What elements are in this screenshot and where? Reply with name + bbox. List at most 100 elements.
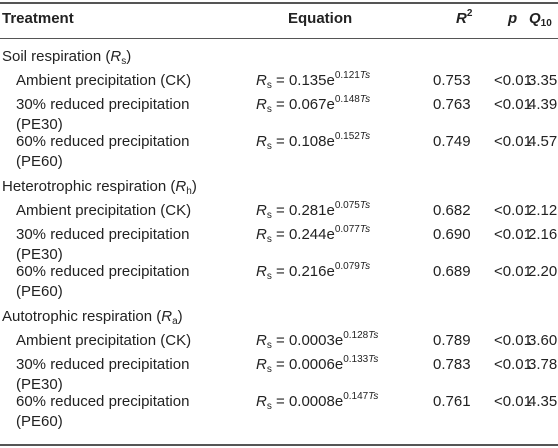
section-title-row: Soil respiration (Rs): [0, 46, 558, 68]
exponent-value: 0.121: [334, 70, 360, 81]
section-symbol-sub: s: [121, 56, 127, 67]
table-row-continuation: (PE60): [0, 151, 558, 173]
header-r2-sup: 2: [466, 8, 473, 19]
equation-equals: =: [271, 393, 289, 410]
exponent-var-base: T: [368, 391, 374, 402]
exponent-value: 0.075: [334, 200, 360, 211]
header-q10: Q10: [529, 8, 552, 30]
treatment-label: 30% reduced precipitation: [16, 226, 190, 243]
exponent-value: 0.079: [334, 261, 360, 272]
q10-value: 3.78: [528, 356, 558, 373]
table-row-continuation: (PE30): [0, 374, 558, 396]
header-row: Treatment Equation R2 p Q10: [0, 8, 558, 30]
section-title: Heterotrophic respiration (Rh): [2, 176, 197, 198]
r-squared-value: 0.690: [433, 226, 471, 243]
table-row: 60% reduced precipitation Rs = 0.0008e0.1…: [0, 391, 558, 413]
equation-equals: =: [271, 356, 289, 373]
equation-lhs-sub: s: [266, 104, 272, 115]
exponent-var-sub: s: [373, 391, 379, 402]
equation-equals: =: [271, 226, 289, 243]
exponent-var-base: T: [359, 200, 366, 211]
r-squared-value: 0.783: [433, 356, 471, 373]
treatment-label: Ambient precipitation (CK): [16, 202, 192, 219]
header-treatment: Treatment: [2, 10, 74, 27]
exponent-var-sub: s: [373, 354, 379, 365]
equation-lhs-base: R: [256, 96, 267, 113]
table-row: 30% reduced precipitation Rs = 0.067e0.14…: [0, 94, 558, 116]
header-rule: [0, 38, 558, 39]
r-squared-value: 0.682: [433, 202, 471, 219]
treatment-label-cont: (PE60): [16, 283, 63, 300]
equation-lhs-base: R: [256, 72, 267, 89]
equation-lhs-sub: s: [266, 271, 272, 282]
exponent-var-base: T: [359, 94, 366, 105]
equation-cell: Rs = 0.0008e0.147Ts: [256, 391, 378, 413]
table-row: 30% reduced precipitation Rs = 0.0006e0.1…: [0, 354, 558, 376]
equation-lhs-sub: s: [266, 141, 272, 152]
table-row-continuation: (PE30): [0, 244, 558, 266]
p-value: <0.01: [494, 72, 532, 89]
equation-cell: Rs = 0.067e0.148Ts: [256, 94, 370, 116]
r-squared-value: 0.689: [433, 263, 471, 280]
equation-cell: Rs = 0.244e0.077Ts: [256, 224, 370, 246]
table-row: Ambient precipitation (CK) Rs = 0.281e0.0…: [0, 200, 558, 222]
equation-exponent: 0.121Ts: [335, 70, 370, 81]
equation-equals: =: [271, 202, 289, 219]
bottom-rule: [0, 444, 558, 446]
p-value: <0.01: [494, 332, 532, 349]
table-row: 30% reduced precipitation Rs = 0.244e0.07…: [0, 224, 558, 246]
section-symbol-base: R: [161, 308, 173, 325]
p-value: <0.01: [494, 202, 532, 219]
treatment-label-cont: (PE30): [16, 246, 63, 263]
r-squared-value: 0.753: [433, 72, 471, 89]
equation-exponent: 0.079Ts: [335, 261, 370, 272]
exponent-var-sub: s: [365, 70, 371, 81]
section-symbol-base: R: [175, 178, 187, 195]
treatment-label: 60% reduced precipitation: [16, 133, 190, 150]
exponent-var-base: T: [359, 70, 366, 81]
treatment-label: 60% reduced precipitation: [16, 393, 190, 410]
treatment-label-cont: (PE60): [16, 413, 63, 430]
exponent-var-sub: s: [365, 224, 371, 235]
exponent-var-sub: s: [365, 200, 371, 211]
equation-exponent: 0.148Ts: [335, 94, 370, 105]
equation-cell: Rs = 0.135e0.121Ts: [256, 70, 370, 92]
equation-lhs-sub: s: [266, 364, 272, 375]
equation-exponent: 0.077Ts: [335, 224, 370, 235]
section-title: Autotrophic respiration (Ra): [2, 306, 183, 328]
p-value: <0.01: [494, 226, 532, 243]
exponent-value: 0.147: [343, 391, 369, 402]
equation-equals: =: [271, 263, 289, 280]
section-symbol-base: R: [110, 48, 122, 65]
header-q-sub: 10: [540, 18, 552, 29]
p-value: <0.01: [494, 263, 532, 280]
equation-lhs-base: R: [256, 226, 267, 243]
header-p-text: p: [508, 10, 518, 27]
equation-lhs-sub: s: [266, 210, 272, 221]
equation-equals: =: [271, 332, 289, 349]
treatment-label-cont: (PE30): [16, 376, 63, 393]
equation-equals: =: [271, 72, 289, 89]
treatment-label: 30% reduced precipitation: [16, 96, 190, 113]
equation-exponent: 0.147Ts: [343, 391, 378, 402]
header-p: p: [508, 8, 517, 30]
exponent-value: 0.128: [343, 330, 369, 341]
treatment-label: 60% reduced precipitation: [16, 263, 190, 280]
equation-lhs-sub: s: [266, 401, 272, 412]
exponent-value: 0.077: [334, 224, 360, 235]
equation-coefficient: 0.0003e: [288, 332, 344, 349]
exponent-var-base: T: [368, 354, 374, 365]
section-title-row: Heterotrophic respiration (Rh): [0, 176, 558, 198]
exponent-var-base: T: [359, 131, 366, 142]
header-q-base: Q: [529, 10, 541, 27]
equation-cell: Rs = 0.108e0.152Ts: [256, 131, 370, 153]
exponent-value: 0.148: [334, 94, 360, 105]
treatment-label: 30% reduced precipitation: [16, 356, 190, 373]
table-row-continuation: (PE60): [0, 281, 558, 303]
section-symbol-sub: h: [186, 186, 192, 197]
q10-value: 3.35: [528, 72, 558, 89]
exponent-value: 0.152: [334, 131, 360, 142]
equation-lhs-base: R: [256, 332, 267, 349]
equation-lhs-sub: s: [266, 80, 272, 91]
